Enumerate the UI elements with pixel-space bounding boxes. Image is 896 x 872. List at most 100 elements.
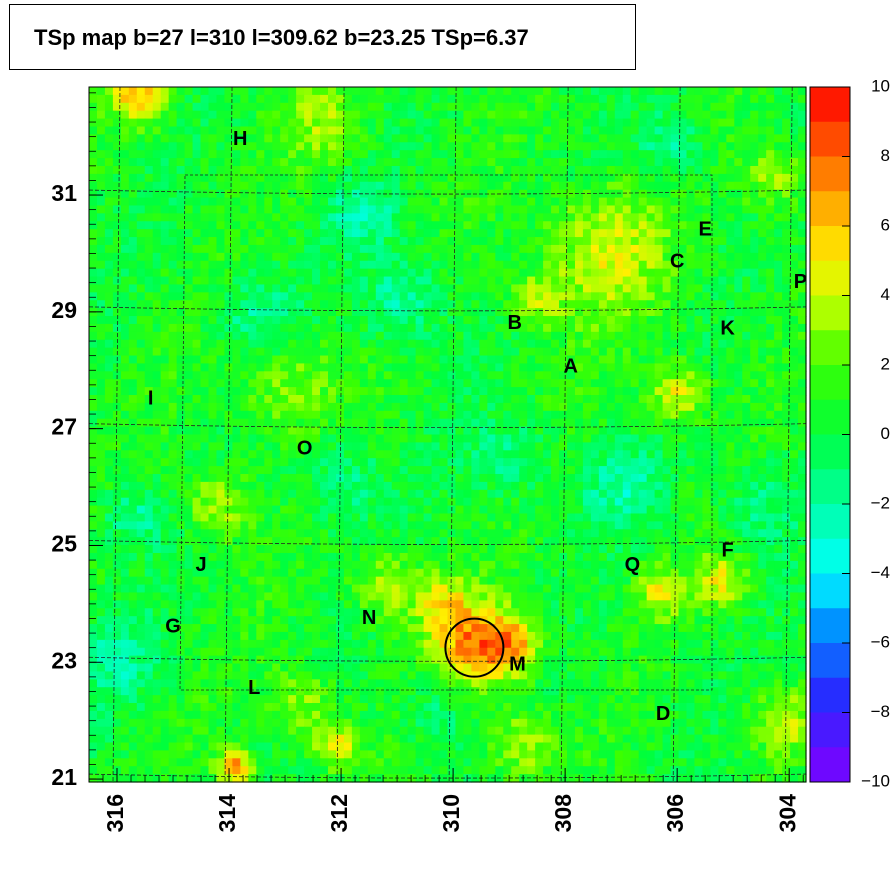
heatmap-cell [606, 134, 616, 143]
heatmap-cell [662, 442, 672, 451]
heatmap-cell [144, 331, 154, 341]
heatmap-cell [503, 134, 512, 143]
heatmap-cell [567, 442, 576, 451]
heatmap-cell [742, 316, 751, 325]
heatmap-cell [503, 387, 512, 396]
heatmap-cell [160, 497, 170, 507]
heatmap-cell [112, 205, 122, 214]
heatmap-cell [343, 158, 353, 167]
heatmap-cell [184, 442, 194, 451]
heatmap-cell [487, 339, 496, 349]
heatmap-cell [551, 442, 560, 451]
heatmap-cell [328, 181, 337, 191]
heatmap-cell [128, 158, 138, 167]
heatmap-cell [527, 181, 536, 191]
heatmap-cell [495, 292, 504, 301]
heatmap-cell [734, 205, 743, 214]
heatmap-cell [606, 158, 616, 167]
heatmap-cell [670, 316, 680, 325]
heatmap-cell [359, 102, 369, 112]
heatmap-cell [495, 442, 504, 451]
heatmap-cell [128, 481, 138, 491]
heatmap-cell [726, 292, 735, 301]
heatmap-cell [216, 395, 226, 404]
heatmap-cell [224, 150, 233, 159]
heatmap-cell [224, 347, 233, 357]
heatmap-cell [790, 237, 799, 246]
heatmap-cell [606, 189, 616, 199]
heatmap-cell [527, 450, 536, 459]
heatmap-cell [415, 466, 425, 475]
heatmap-cell [431, 497, 441, 507]
heatmap-cell [455, 331, 465, 341]
heatmap-cell [582, 284, 592, 293]
heatmap-cell [216, 173, 226, 183]
heatmap-cell [479, 434, 488, 443]
heatmap-cell [638, 229, 648, 238]
heatmap-cell [463, 252, 472, 262]
heatmap-cell [415, 276, 425, 286]
heatmap-cell [758, 244, 767, 254]
heatmap-cell [622, 260, 632, 270]
heatmap-cell [128, 118, 138, 128]
heatmap-cell [200, 94, 210, 104]
heatmap-cell [678, 276, 688, 286]
heatmap-cell [606, 426, 616, 436]
heatmap-cell [487, 466, 496, 475]
heatmap-cell [351, 94, 361, 104]
heatmap-cell [423, 87, 433, 96]
heatmap-cell [686, 142, 696, 151]
heatmap-cell [463, 229, 472, 238]
heatmap-cell [455, 442, 465, 451]
heatmap-cell [646, 434, 656, 443]
heatmap-cell [367, 165, 377, 175]
heatmap-cell [120, 134, 130, 143]
heatmap-cell [718, 450, 727, 459]
heatmap-cell [734, 331, 743, 341]
heatmap-cell [766, 450, 775, 459]
heatmap-cell [694, 355, 704, 365]
heatmap-cell [742, 197, 751, 207]
heatmap-cell [272, 142, 281, 151]
heatmap-cell [136, 513, 146, 522]
heatmap-cell [184, 395, 194, 404]
heatmap-cell [766, 410, 775, 420]
heatmap-cell [463, 284, 472, 293]
heatmap-cell [351, 158, 361, 167]
heatmap-cell [535, 410, 544, 420]
heatmap-cell [256, 363, 265, 372]
heatmap-cell [590, 173, 600, 183]
heatmap-cell [582, 505, 592, 515]
heatmap-cell [742, 300, 751, 309]
heatmap-cell [598, 181, 608, 191]
heatmap-cell [543, 260, 552, 270]
heatmap-cell [439, 473, 449, 483]
heatmap-cell [176, 402, 186, 412]
heatmap-cell [192, 339, 202, 349]
heatmap-cell [375, 379, 385, 388]
heatmap-cell [104, 379, 114, 388]
heatmap-cell [431, 158, 441, 167]
heatmap-cell [598, 150, 608, 159]
heatmap-cell [519, 237, 528, 246]
heatmap-cell [638, 489, 648, 499]
heatmap-cell [89, 268, 98, 278]
heatmap-cell [678, 347, 688, 357]
heatmap-cell [766, 402, 775, 412]
heatmap-cell [447, 102, 457, 112]
heatmap-cell [798, 466, 807, 475]
heatmap-cell [296, 395, 305, 404]
heatmap-cell [758, 292, 767, 301]
heatmap-cell [503, 323, 512, 333]
heatmap-cell [790, 458, 799, 467]
heatmap-cell [415, 150, 425, 159]
heatmap-cell [598, 87, 608, 96]
heatmap-cell [543, 466, 552, 475]
heatmap-cell [399, 339, 409, 349]
heatmap-cell [495, 150, 504, 159]
heatmap-cell [136, 339, 146, 349]
heatmap-cell [343, 102, 353, 112]
heatmap-cell [551, 505, 560, 515]
heatmap-cell [168, 252, 178, 262]
heatmap-cell [160, 292, 170, 301]
